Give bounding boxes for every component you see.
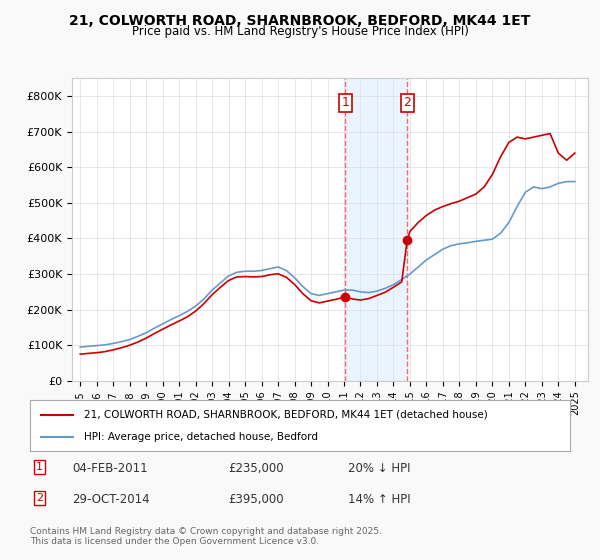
Text: £395,000: £395,000 xyxy=(228,493,284,506)
Text: 2: 2 xyxy=(36,493,43,503)
Text: 21, COLWORTH ROAD, SHARNBROOK, BEDFORD, MK44 1ET (detached house): 21, COLWORTH ROAD, SHARNBROOK, BEDFORD, … xyxy=(84,409,488,419)
Text: 21, COLWORTH ROAD, SHARNBROOK, BEDFORD, MK44 1ET: 21, COLWORTH ROAD, SHARNBROOK, BEDFORD, … xyxy=(70,14,530,28)
Text: Price paid vs. HM Land Registry's House Price Index (HPI): Price paid vs. HM Land Registry's House … xyxy=(131,25,469,38)
Text: Contains HM Land Registry data © Crown copyright and database right 2025.
This d: Contains HM Land Registry data © Crown c… xyxy=(30,526,382,546)
Bar xyxy=(346,78,407,381)
Text: 1: 1 xyxy=(341,96,349,109)
Text: 29-OCT-2014: 29-OCT-2014 xyxy=(72,493,149,506)
Text: £235,000: £235,000 xyxy=(228,462,284,475)
Text: 14% ↑ HPI: 14% ↑ HPI xyxy=(348,493,410,506)
Text: 2: 2 xyxy=(403,96,411,109)
Text: 20% ↓ HPI: 20% ↓ HPI xyxy=(348,462,410,475)
Text: HPI: Average price, detached house, Bedford: HPI: Average price, detached house, Bedf… xyxy=(84,432,318,442)
Text: 1: 1 xyxy=(36,462,43,472)
Text: 04-FEB-2011: 04-FEB-2011 xyxy=(72,462,148,475)
